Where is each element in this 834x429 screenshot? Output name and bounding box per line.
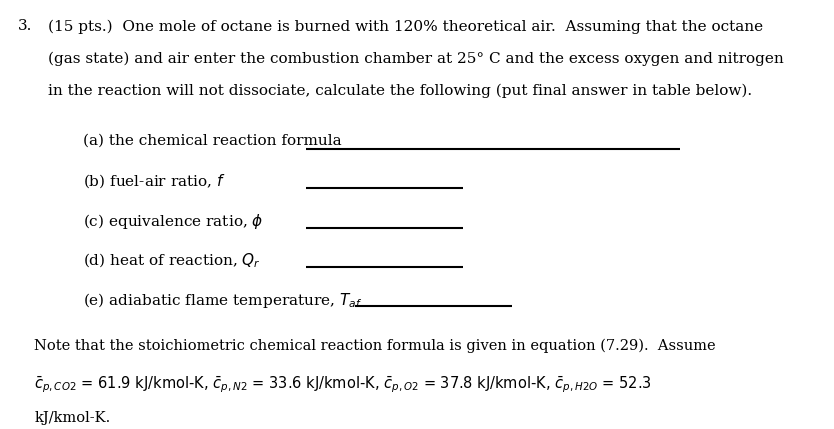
Text: $\bar{c}_{p,CO2}$ = 61.9 kJ/kmol-K, $\bar{c}_{p,N2}$ = 33.6 kJ/kmol-K, $\bar{c}_: $\bar{c}_{p,CO2}$ = 61.9 kJ/kmol-K, $\ba…: [34, 375, 652, 395]
Text: (d) heat of reaction, $Q_r$: (d) heat of reaction, $Q_r$: [83, 251, 260, 269]
Text: in the reaction will not dissociate, calculate the following (put final answer i: in the reaction will not dissociate, cal…: [48, 84, 752, 98]
Text: (gas state) and air enter the combustion chamber at 25° C and the excess oxygen : (gas state) and air enter the combustion…: [48, 51, 784, 66]
Text: (a) the chemical reaction formula: (a) the chemical reaction formula: [83, 133, 342, 147]
Text: (e) adiabatic flame temperature, $T_{af}$: (e) adiabatic flame temperature, $T_{af}…: [83, 290, 363, 310]
Text: (b) fuel-air ratio, $f$: (b) fuel-air ratio, $f$: [83, 172, 226, 190]
Text: (c) equivalence ratio, $\phi$: (c) equivalence ratio, $\phi$: [83, 212, 264, 231]
Text: 3.: 3.: [18, 19, 33, 33]
Text: kJ/kmol-K.: kJ/kmol-K.: [34, 411, 110, 425]
Text: (15 pts.)  One mole of octane is burned with 120% theoretical air.  Assuming tha: (15 pts.) One mole of octane is burned w…: [48, 19, 763, 34]
Text: Note that the stoichiometric chemical reaction formula is given in equation (7.2: Note that the stoichiometric chemical re…: [34, 338, 716, 353]
